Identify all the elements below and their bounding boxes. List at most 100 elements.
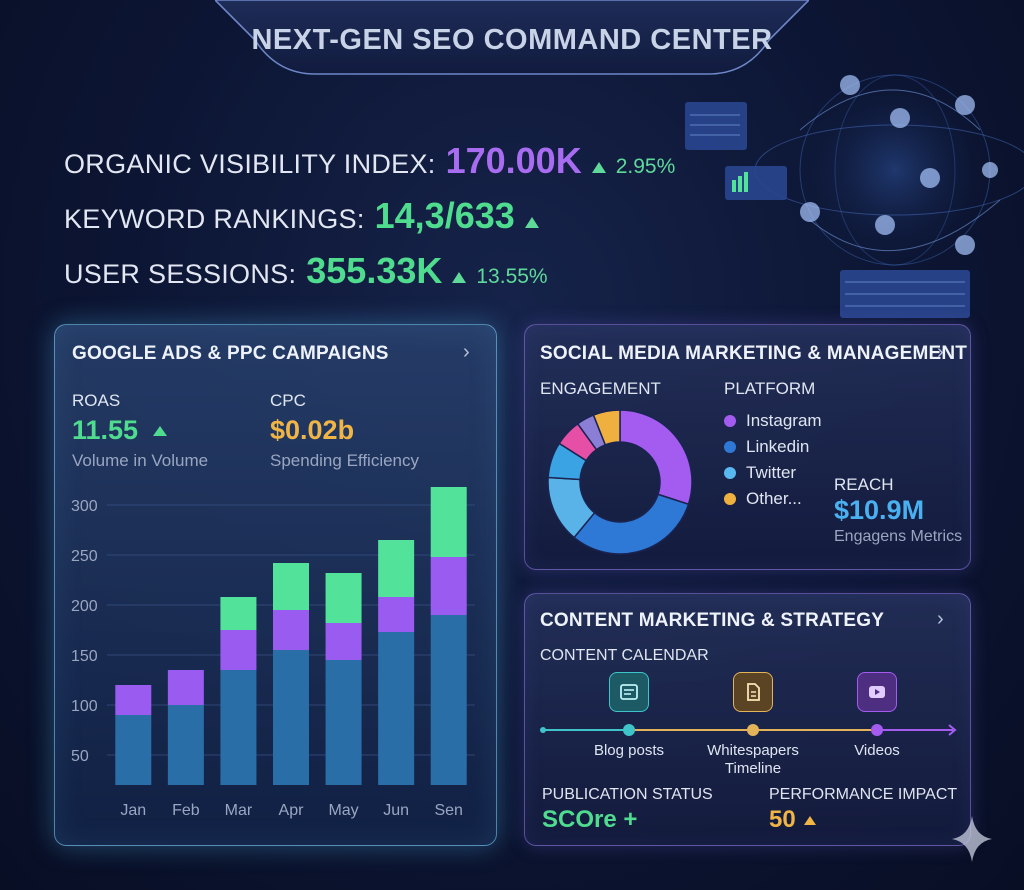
bar-segment-base-Sen[interactable] bbox=[430, 615, 467, 785]
timeline-whitepapers: Whitespapers Timeline bbox=[707, 742, 799, 777]
page-title: NEXT-GEN SEO COMMAND CENTER bbox=[251, 24, 773, 56]
ppc-bar-chart: 50 100 150 200 250 300 Jan Feb Mar Apr May Jun Sen bbox=[71, 487, 475, 819]
bar-segment-mid-Apr[interactable] bbox=[273, 610, 309, 650]
bar-segment-mid-Jun[interactable] bbox=[378, 597, 415, 632]
cpc-value: $0.02b bbox=[270, 415, 355, 445]
roas-sub: Volume in Volume bbox=[72, 451, 209, 470]
roas-value: 11.55 bbox=[72, 415, 139, 445]
donut-slice-other[interactable] bbox=[592, 409, 621, 446]
document-icon[interactable] bbox=[609, 672, 649, 712]
performance-impact-value: 50 bbox=[769, 806, 796, 833]
x-tick-label: May bbox=[328, 802, 358, 819]
timeline-videos: Videos bbox=[854, 742, 900, 759]
trend-up-icon bbox=[452, 272, 467, 283]
sparkle-icon bbox=[952, 816, 992, 862]
chevron-right-icon[interactable]: › bbox=[937, 341, 944, 363]
legend-dot-icon bbox=[724, 467, 736, 479]
bar-segment-top-May[interactable] bbox=[325, 573, 362, 623]
file-icon[interactable] bbox=[733, 672, 773, 712]
reach-sub: Engagens Metrics bbox=[834, 528, 963, 545]
y-tick-label: 50 bbox=[71, 748, 89, 765]
chevron-right-icon[interactable]: › bbox=[463, 341, 470, 363]
kpi-sessions-label: USER SESSIONS: bbox=[64, 259, 297, 289]
kpi-user-sessions: USER SESSIONS: 355.33K 13.55% bbox=[64, 250, 548, 292]
globe-network-illustration bbox=[685, 70, 1024, 318]
trend-up-icon bbox=[153, 426, 167, 436]
trend-up-icon bbox=[804, 816, 816, 825]
legend-instagram: Instagram bbox=[724, 411, 822, 431]
bar-segment-top-Sen[interactable] bbox=[430, 487, 467, 557]
file-icon-glyph bbox=[747, 683, 760, 701]
bar-segment-mid-Jan[interactable] bbox=[115, 685, 152, 715]
social-title: SOCIAL MEDIA MARKETING & MANAGEMENT bbox=[540, 343, 968, 364]
x-tick-label: Feb bbox=[172, 802, 200, 819]
reach-label: REACH bbox=[834, 475, 894, 494]
y-tick-label: 250 bbox=[71, 548, 98, 565]
bar-segment-top-Mar[interactable] bbox=[220, 597, 257, 630]
x-tick-label: Sen bbox=[434, 802, 462, 819]
bar-segment-mid-Feb[interactable] bbox=[167, 670, 204, 705]
donut-slice-instagram[interactable] bbox=[619, 409, 693, 506]
publication-status-label: PUBLICATION STATUS bbox=[542, 786, 713, 803]
engagement-label: ENGAGEMENT bbox=[540, 379, 661, 398]
bar-segment-top-Apr[interactable] bbox=[273, 563, 309, 610]
kpi-organic-delta: 2.95% bbox=[615, 155, 676, 178]
bar-segment-mid-Mar[interactable] bbox=[220, 630, 257, 670]
bar-segment-base-Feb[interactable] bbox=[167, 705, 204, 785]
legend-other: Other... bbox=[724, 489, 802, 509]
y-tick-label: 150 bbox=[71, 648, 98, 665]
legend-dot-icon bbox=[724, 441, 736, 453]
x-tick-label: Apr bbox=[279, 802, 305, 819]
kpi-organic-value: 170.00K bbox=[445, 140, 582, 181]
legend-label: Instagram bbox=[746, 411, 822, 430]
performance-impact-label: PERFORMANCE IMPACT bbox=[769, 786, 958, 803]
document-icon-glyph bbox=[620, 684, 638, 700]
engagement-donut-chart bbox=[547, 409, 693, 555]
social-media-card[interactable]: SOCIAL MEDIA MARKETING & MANAGEMENT › EN… bbox=[524, 324, 971, 570]
bar-segment-base-Jan[interactable] bbox=[115, 715, 152, 785]
legend-label: Linkedin bbox=[746, 437, 810, 456]
bar-segment-base-May[interactable] bbox=[325, 660, 362, 785]
play-icon[interactable] bbox=[857, 672, 897, 712]
kpi-keyword-rankings: KEYWORD RANKINGS: 14,3/633 bbox=[64, 195, 539, 237]
legend-label: Twitter bbox=[746, 463, 797, 482]
kpi-keywords-label: KEYWORD RANKINGS: bbox=[64, 204, 365, 234]
kpi-sessions-value: 355.33K bbox=[306, 250, 443, 291]
publication-status-value: SCOre + bbox=[542, 806, 638, 833]
legend-dot-icon bbox=[724, 415, 736, 427]
kpi-sessions-delta: 13.55% bbox=[476, 265, 548, 288]
platform-label: PLATFORM bbox=[724, 379, 816, 398]
bar-segment-base-Mar[interactable] bbox=[220, 670, 257, 785]
y-tick-label: 200 bbox=[71, 598, 98, 615]
y-tick-label: 100 bbox=[71, 698, 98, 715]
legend-linkedin: Linkedin bbox=[724, 437, 809, 457]
play-icon-glyph bbox=[869, 686, 885, 698]
y-tick-label: 300 bbox=[71, 498, 98, 515]
cpc-label: CPC bbox=[270, 391, 306, 410]
x-tick-label: Mar bbox=[225, 802, 253, 819]
content-marketing-card[interactable]: CONTENT MARKETING & STRATEGY › CONTENT C… bbox=[524, 593, 971, 846]
bar-segment-top-Jun[interactable] bbox=[378, 540, 415, 597]
trend-up-icon bbox=[524, 217, 539, 228]
chevron-right-icon[interactable]: › bbox=[937, 608, 944, 630]
x-tick-label: Jun bbox=[383, 802, 409, 819]
legend-label: Other... bbox=[746, 489, 802, 508]
bar-segment-base-Apr[interactable] bbox=[273, 650, 309, 785]
x-tick-label: Jan bbox=[120, 802, 146, 819]
timeline-blog-posts: Blog posts bbox=[593, 742, 665, 759]
roas-label: ROAS bbox=[72, 391, 121, 410]
title-banner: NEXT-GEN SEO COMMAND CENTER bbox=[215, 0, 809, 76]
legend-dot-icon bbox=[724, 493, 736, 505]
kpi-keywords-value: 14,3/633 bbox=[374, 195, 515, 236]
google-ads-title: GOOGLE ADS & PPC CAMPAIGNS bbox=[72, 343, 389, 364]
reach-value: $10.9M bbox=[834, 495, 925, 525]
bar-segment-base-Jun[interactable] bbox=[378, 632, 415, 785]
trend-up-icon bbox=[591, 162, 606, 173]
donut-slice-linkedin[interactable] bbox=[573, 493, 690, 555]
bar-segment-mid-Sen[interactable] bbox=[430, 557, 467, 615]
content-timeline bbox=[540, 724, 957, 736]
bar-segment-mid-May[interactable] bbox=[325, 623, 362, 660]
calendar-label: CONTENT CALENDAR bbox=[540, 647, 709, 664]
google-ads-card[interactable]: GOOGLE ADS & PPC CAMPAIGNS › ROAS 11.55 … bbox=[54, 324, 497, 846]
legend-twitter: Twitter bbox=[724, 463, 796, 483]
